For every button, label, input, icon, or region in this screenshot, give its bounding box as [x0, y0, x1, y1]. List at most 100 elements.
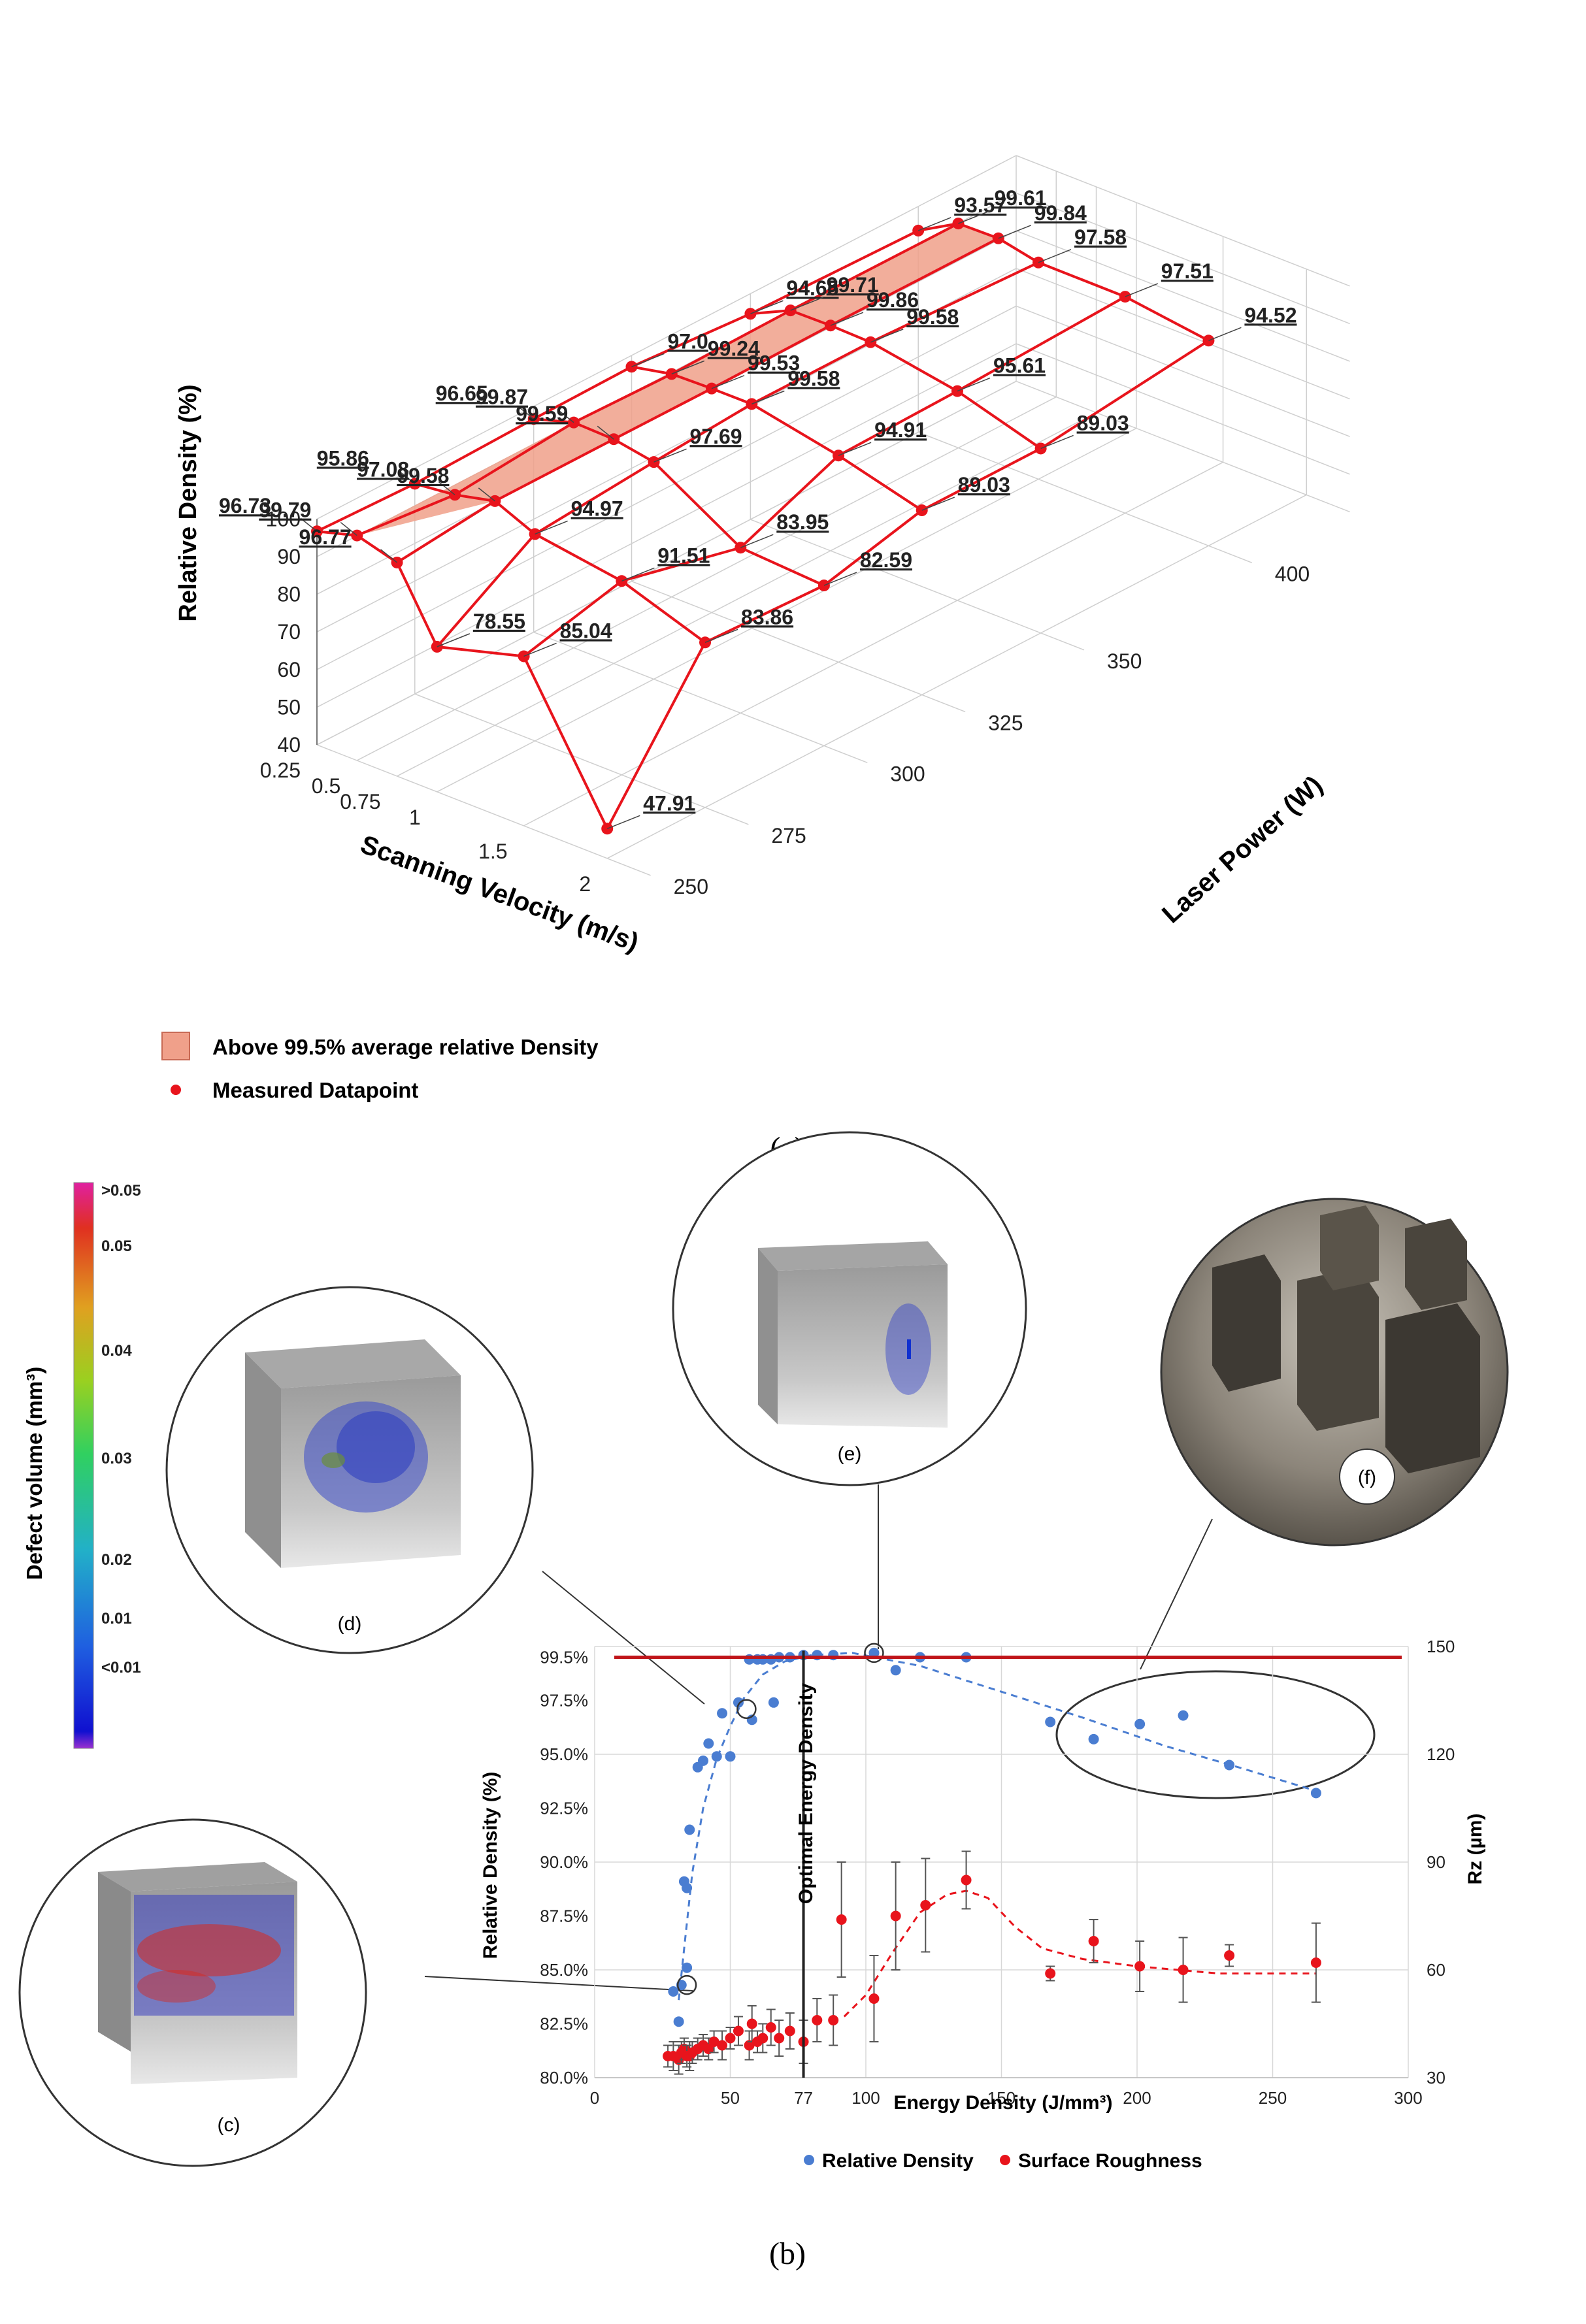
- b-roughness-point: [765, 2022, 776, 2033]
- a-y-tick-label: 275: [771, 824, 806, 847]
- a-value-label: 99.84: [1034, 201, 1087, 225]
- b-legend-marker-roughness: [1000, 2155, 1010, 2165]
- a-above-99-5-region: [357, 223, 999, 536]
- a-mesh-edge: [917, 222, 959, 232]
- b-legend-label-density: Relative Density: [822, 2150, 974, 2172]
- a-value-label: 99.71: [827, 273, 879, 297]
- a-floor-gridline: [437, 427, 1137, 793]
- a-value-label: 83.86: [741, 605, 793, 629]
- a-value-label: 99.58: [397, 464, 449, 487]
- b-roughness-point: [920, 1900, 931, 1910]
- b-roughness-point: [733, 2025, 744, 2037]
- a-floor-gridline: [917, 431, 1253, 563]
- b-trend-curves: [678, 1652, 1317, 2018]
- b-density-point: [1134, 1718, 1146, 1729]
- b-roughness-point: [708, 2037, 719, 2047]
- a-x-tick-label: 0.75: [340, 790, 380, 813]
- b-density-series: [668, 1643, 1321, 2027]
- a-mesh-edge: [621, 580, 706, 644]
- a-label-leader: [830, 312, 864, 326]
- a-label-leader: [957, 377, 991, 392]
- defect-colorbar: [73, 1182, 94, 1749]
- a-label-leader: [750, 300, 784, 314]
- b-roughness-point: [784, 2025, 795, 2037]
- b-roughness-point: [774, 2033, 785, 2044]
- colorbar-labels: >0.05 0.05 0.04 0.03 0.02 0.01 <0.01: [101, 1182, 141, 1677]
- b-y2-tick-label: 30: [1427, 2068, 1446, 2087]
- b-roughness-point: [725, 2033, 736, 2044]
- b-x-axis-title: Energy Density (J/mm³): [893, 2092, 1112, 2114]
- a-label-leader: [631, 353, 665, 367]
- a-z-tick-label: 40: [277, 733, 301, 757]
- a-mesh-edge: [533, 365, 633, 420]
- a-value-label: 94.91: [874, 418, 927, 442]
- a-mesh-edge: [396, 500, 496, 564]
- a-wall-gridline: [1016, 305, 1350, 437]
- b-x-tick-label: 77: [794, 2088, 813, 2108]
- a-mesh-edge: [1040, 339, 1210, 450]
- b-density-point: [768, 1697, 779, 1708]
- b-density-point: [1045, 1716, 1056, 1727]
- a-value-label: 97.58: [1074, 225, 1127, 249]
- b-density-point: [682, 1962, 693, 1973]
- b-legend-marker-density: [804, 2155, 814, 2165]
- a-label-leader: [790, 297, 823, 311]
- a-value-labels: 96.7395.8696.6597.094.6593.5799.7997.089…: [219, 186, 1297, 829]
- b-roughness-point: [828, 2015, 839, 2025]
- a-mesh-edge: [671, 372, 712, 390]
- b-y2-tick-label: 60: [1427, 1960, 1446, 1980]
- a-mesh-edge: [534, 532, 623, 583]
- a-floor-gridline: [631, 580, 966, 713]
- a-label-leader: [917, 217, 951, 231]
- inset-e-label: (e): [838, 1443, 862, 1465]
- a-z-tick-label: 60: [277, 658, 301, 681]
- a-mesh-edge: [494, 500, 536, 535]
- callout-line-c: [424, 1976, 693, 1991]
- a-mesh-edge: [414, 482, 455, 497]
- b-y2-axis-title: Rz (µm): [1464, 1814, 1486, 1885]
- a-wall-gridline: [316, 305, 1017, 670]
- b-density-point: [717, 1708, 728, 1719]
- a-value-label: 99.59: [516, 402, 568, 425]
- a-label-leader: [597, 425, 614, 440]
- b-x-tick-label: 200: [1123, 2088, 1151, 2108]
- b-roughness-point: [1224, 1950, 1235, 1961]
- a-mesh-edge: [957, 222, 999, 240]
- colorbar-tick-label: 0.04: [101, 1342, 132, 1360]
- a-value-label: 94.65: [786, 276, 838, 300]
- a-label-leader: [711, 374, 745, 389]
- b-y-tick-label: 92.5%: [540, 1799, 588, 1818]
- a-mesh-edge: [1124, 295, 1210, 342]
- a-mesh-edge: [838, 389, 958, 457]
- a-z-tick-label: 50: [277, 695, 301, 719]
- a-label-leader: [998, 225, 1032, 239]
- b-density-point: [733, 1697, 744, 1708]
- b-roughness-point: [836, 1914, 847, 1925]
- a-wall-gridline: [316, 380, 1017, 745]
- a-y-tick-label: 300: [890, 762, 925, 785]
- a-mesh-edge: [751, 402, 840, 457]
- b-density-point: [890, 1665, 901, 1676]
- inset-d-label: (d): [338, 1613, 362, 1635]
- colorbar-tick-label: 0.05: [101, 1237, 132, 1255]
- b-energy-density-chart: 80.0% 82.5% 85.0% 87.5% 90.0% 92.5% 95.0% 97.5%…: [540, 1637, 1455, 2108]
- a-label-leader: [1125, 283, 1159, 297]
- b-density-circled-point: [864, 1643, 884, 1663]
- a-x-tick-label: 1.5: [478, 840, 507, 863]
- a-shaded-region: [357, 223, 999, 536]
- a-floor-gridline: [397, 412, 1097, 777]
- a-label-leader: [1040, 434, 1074, 450]
- a-mesh-edge: [711, 324, 831, 390]
- a-mesh-edge: [837, 454, 923, 512]
- a-mesh-edge: [956, 295, 1126, 393]
- b-roughness-point: [812, 2015, 823, 2025]
- a-x-tick-label: 0.5: [312, 774, 340, 798]
- panel-b-caption: (b): [769, 2236, 806, 2271]
- b-density-point: [1088, 1733, 1099, 1744]
- a-y-tick-label: 250: [674, 875, 708, 898]
- a-y-tick-label: 350: [1107, 649, 1142, 673]
- a-mesh-edge: [670, 309, 791, 376]
- a-mesh-edge: [523, 580, 623, 658]
- a-value-label: 96.73: [219, 494, 271, 517]
- a-mesh-edge: [1038, 261, 1126, 298]
